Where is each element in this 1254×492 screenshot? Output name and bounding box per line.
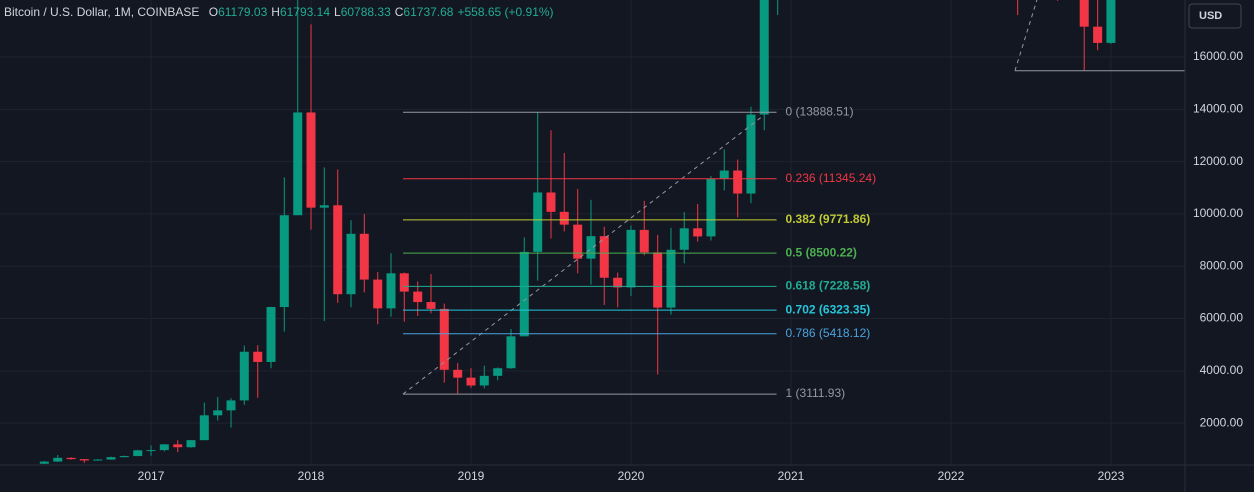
candle-body (493, 368, 503, 376)
candle-body (466, 377, 476, 386)
candle-body (93, 459, 103, 461)
grid (0, 0, 1185, 465)
y-tick-label: 10000.00 (1193, 206, 1243, 220)
legend-key: C (395, 5, 404, 19)
candle-body (186, 440, 196, 448)
x-tick-label: 2019 (458, 469, 485, 483)
y-tick-label: 12000.00 (1193, 154, 1243, 168)
fib-label: 1 (3111.93) (786, 386, 846, 400)
candle-body (346, 233, 356, 295)
candle-body (519, 251, 529, 337)
candle-body (666, 249, 676, 308)
fib-label: 0 (13888.51) (786, 104, 854, 118)
candle-body (413, 291, 423, 303)
fib-trend-line (402, 115, 763, 395)
candle-body (533, 192, 543, 252)
candle-body (106, 457, 116, 460)
candle-body (359, 233, 369, 280)
candle-body (386, 273, 396, 309)
fib-label: 0.382 (9771.86) (786, 212, 871, 226)
legend-value: 61179.03 (218, 5, 267, 19)
legend-key: L (334, 5, 341, 19)
y-tick-label: 8000.00 (1200, 258, 1244, 272)
candle-body (599, 236, 609, 278)
legend-change: +558.65 (+0.91%) (457, 5, 553, 19)
candle-body (1093, 26, 1103, 43)
symbol-title: Bitcoin / U.S. Dollar, 1M, COINBASE (4, 5, 199, 19)
x-tick-label: 2018 (298, 469, 325, 483)
x-tick-label: 2021 (778, 469, 805, 483)
legend-key: H (271, 5, 280, 19)
candle-body (239, 351, 249, 401)
candle-body (39, 461, 49, 464)
candle-body (319, 205, 329, 208)
fib-label: 0.786 (5418.12) (786, 326, 871, 340)
candle-body (66, 457, 76, 460)
legend-value: 61793.14 (280, 5, 330, 19)
candle-body (293, 112, 303, 216)
y-tick-label: 16000.00 (1193, 49, 1243, 63)
candle-body (119, 456, 129, 458)
candle-body (79, 459, 89, 461)
candle-body (199, 415, 209, 441)
candle-body (266, 307, 276, 362)
y-tick-label: 4000.00 (1200, 363, 1244, 377)
candle-body (559, 211, 569, 225)
candle-body (399, 273, 409, 292)
currency-label[interactable]: USD (1199, 10, 1222, 22)
x-tick-label: 2023 (1098, 469, 1125, 483)
candle-body (479, 375, 489, 386)
candle-body (1079, 0, 1089, 27)
header: Bitcoin / U.S. Dollar, 1M, COINBASE O611… (4, 5, 554, 19)
candle-body (693, 228, 703, 237)
candle-body (213, 410, 223, 416)
candle-body (159, 444, 169, 451)
candle-body (546, 192, 556, 212)
legend-value: 61737.68 (403, 5, 453, 19)
candle-body (373, 279, 383, 309)
candle-body (426, 302, 436, 309)
candle-body (573, 224, 583, 259)
candle-body (639, 229, 649, 253)
candle-body (506, 336, 516, 369)
x-tick-label: 2017 (138, 469, 165, 483)
candle-body (226, 400, 236, 411)
candle-body (626, 229, 636, 288)
candle-body (146, 450, 156, 452)
currency-box[interactable] (1188, 3, 1242, 29)
candle-body (453, 369, 463, 378)
candle-body (279, 215, 289, 308)
candle-body (653, 252, 663, 308)
candle-body (53, 457, 63, 462)
candle-body (706, 178, 716, 237)
legend-value: 60788.33 (341, 5, 391, 19)
legend-key: O (209, 5, 218, 19)
candle-body (133, 450, 143, 457)
candle-body (759, 0, 769, 115)
candle-body (173, 444, 183, 448)
fib-label: 0.702 (6323.35) (786, 302, 871, 316)
x-tick-label: 2020 (618, 469, 645, 483)
candle-body (586, 236, 596, 259)
candle-body (253, 351, 263, 362)
candle-body (1106, 0, 1116, 43)
y-tick-label: 14000.00 (1193, 101, 1243, 115)
fib-label: 0.618 (7228.58) (786, 279, 871, 293)
candle-body (733, 170, 743, 194)
candle-body (439, 308, 449, 370)
y-tick-label: 6000.00 (1200, 311, 1244, 325)
x-tick-label: 2022 (938, 469, 965, 483)
fib2-trend-line (1014, 0, 1038, 71)
fib-label: 0.236 (11345.24) (786, 171, 877, 185)
candle-body (679, 228, 689, 250)
candle-body (333, 205, 343, 295)
candle-body (746, 114, 756, 194)
candle-body (719, 170, 729, 179)
y-tick-label: 2000.00 (1200, 415, 1244, 429)
fib-label: 0.5 (8500.22) (786, 245, 857, 259)
candle-body (613, 277, 623, 288)
plot (39, 0, 1185, 464)
candle-body (306, 112, 316, 208)
